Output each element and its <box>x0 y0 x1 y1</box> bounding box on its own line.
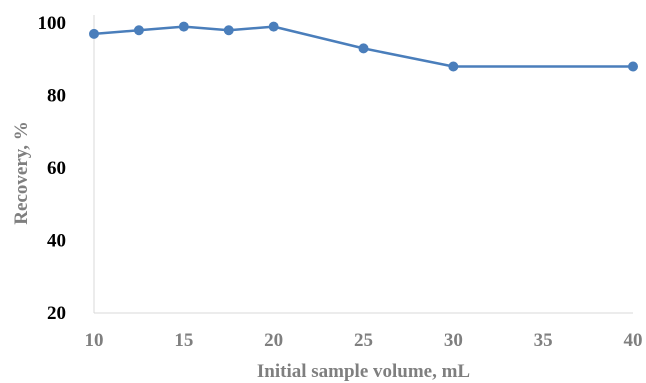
x-axis-title: Initial sample volume, mL <box>257 361 470 382</box>
data-point <box>448 61 459 72</box>
y-tick-label: 60 <box>47 158 66 179</box>
x-tick-label: 30 <box>444 330 463 351</box>
x-tick-label: 25 <box>354 330 373 351</box>
x-tick-labels: 10 15 20 25 30 35 40 <box>85 330 643 351</box>
y-tick-label: 80 <box>47 86 66 107</box>
x-tick-label: 10 <box>85 330 104 351</box>
data-point <box>628 61 638 72</box>
data-point <box>358 43 369 54</box>
series-layer <box>89 21 638 72</box>
x-tick-label: 15 <box>174 330 193 351</box>
x-tick-label: 40 <box>624 330 643 351</box>
x-tick-label: 20 <box>264 330 283 351</box>
y-tick-label: 40 <box>47 231 66 252</box>
data-point <box>178 21 189 32</box>
y-axis-title: Recovery, % <box>11 121 32 224</box>
x-tick-label: 35 <box>534 330 553 351</box>
y-tick-labels: 20 40 60 80 100 <box>38 13 67 324</box>
data-point <box>133 25 144 36</box>
y-tick-label: 100 <box>38 13 67 34</box>
data-point <box>223 25 234 36</box>
data-point <box>89 28 99 39</box>
y-tick-label: 20 <box>47 303 66 324</box>
data-point <box>268 21 279 32</box>
series-line <box>93 25 633 68</box>
